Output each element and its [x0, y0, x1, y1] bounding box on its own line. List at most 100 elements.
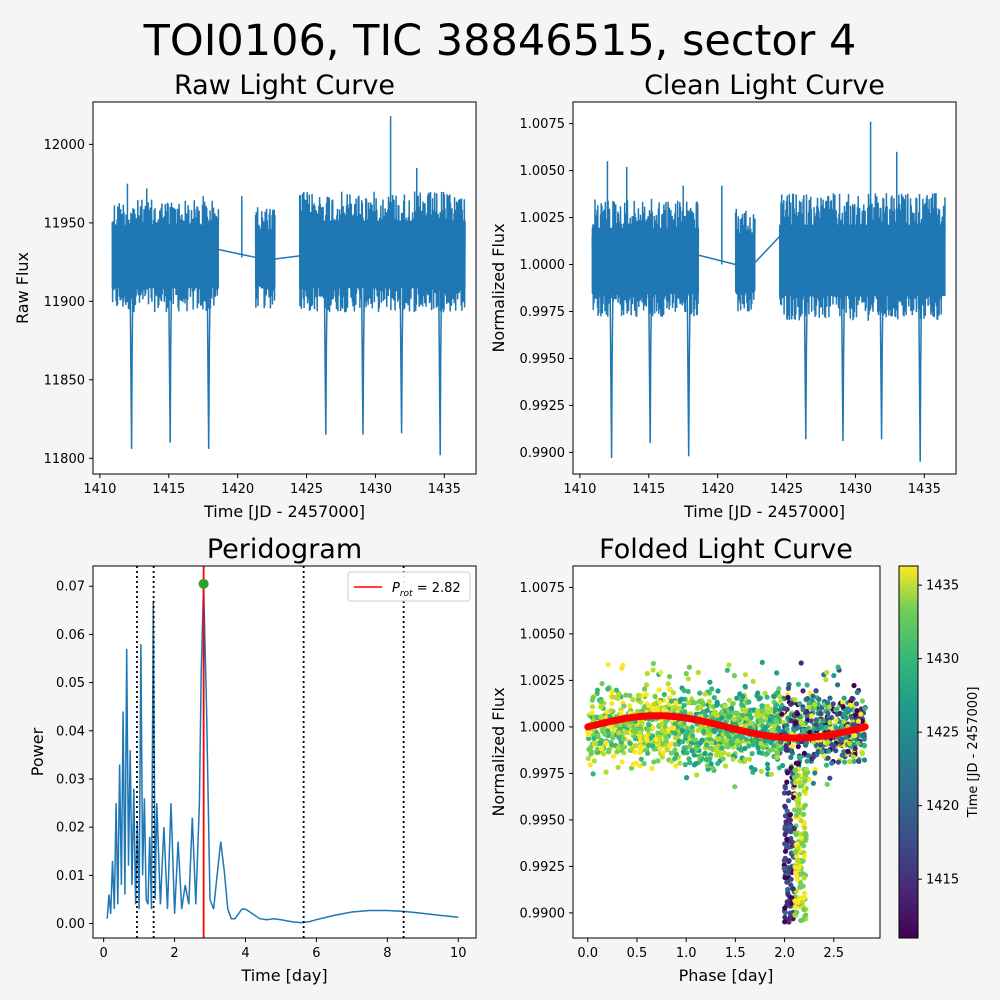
raw-data-layer — [111, 116, 466, 456]
folded-point — [682, 762, 688, 768]
clean-xtick-label: 1420 — [701, 482, 734, 497]
folded-title: Folded Light Curve — [599, 534, 853, 565]
folded-point — [773, 702, 780, 708]
folded-point — [702, 750, 708, 757]
folded-point — [757, 717, 763, 723]
folded-point — [777, 693, 783, 700]
folded-transit-point — [782, 875, 788, 881]
folded-point — [774, 670, 780, 676]
folded-xtick-label: 0.0 — [577, 946, 598, 961]
folded-point — [735, 742, 742, 749]
folded-point — [695, 669, 701, 676]
folded-transit-point — [801, 811, 807, 818]
folded-point — [813, 717, 819, 723]
folded-transit-point — [787, 812, 793, 818]
folded-transit-point — [801, 894, 807, 901]
folded-point — [703, 713, 709, 719]
folded-point — [841, 695, 847, 701]
folded-transit-point — [794, 797, 800, 803]
folded-point — [663, 734, 669, 740]
legend-prot-label: Prot = 2.82 — [392, 581, 461, 599]
folded-point — [646, 702, 652, 709]
folded-point — [725, 744, 731, 750]
folded-point — [742, 683, 748, 689]
folded-point — [630, 728, 636, 734]
legend-prot-value: = 2.82 — [413, 581, 461, 596]
folded-point — [637, 734, 643, 740]
colorbar-tick-label: 1415 — [926, 873, 959, 888]
folded-point — [773, 707, 779, 713]
folded-point — [826, 704, 832, 710]
folded-point — [668, 698, 675, 704]
folded-point — [771, 743, 777, 749]
folded-point — [714, 712, 720, 719]
folded-xtick-label: 1.5 — [725, 946, 746, 961]
periodogram-ytick-label: 0.02 — [56, 821, 85, 836]
folded-point — [746, 756, 753, 762]
folded-point — [630, 761, 636, 768]
periodogram-ylabel: Power — [28, 727, 47, 776]
folded-point — [595, 734, 601, 740]
folded-point — [831, 742, 837, 749]
folded-point — [835, 682, 841, 688]
folded-point — [766, 747, 773, 754]
periodogram-ytick-label: 0.06 — [56, 628, 85, 643]
raw-ytick-label: 11800 — [44, 452, 85, 467]
folded-point — [645, 726, 651, 732]
folded-point — [798, 754, 804, 760]
folded-point — [639, 720, 645, 726]
raw-xtick-label: 1435 — [428, 482, 461, 497]
raw-ticks: 1410 1415 1420 1425 1430 1435 11800 11850 11900 1… — [44, 138, 461, 497]
folded-point — [698, 724, 704, 730]
raw-transit-dip — [360, 257, 366, 435]
folded-point — [843, 734, 849, 740]
folded-point — [692, 700, 698, 706]
periodogram-xtick-label: 8 — [383, 946, 391, 961]
folded-point — [671, 725, 677, 731]
folded-point — [591, 758, 598, 764]
clean-ticks: 1410 1415 1420 1425 1430 1435 0.9900 0.9925 0.99… — [520, 117, 941, 497]
folded-point — [800, 706, 806, 713]
folded-point — [697, 740, 704, 746]
folded-xtick-label: 2.5 — [823, 946, 844, 961]
folded-point — [839, 736, 846, 742]
folded-point — [661, 691, 667, 698]
folded-axes-frame — [572, 565, 881, 939]
raw-transit-dip — [129, 257, 134, 449]
legend-prot-symbol: P — [392, 581, 400, 596]
folded-point — [608, 708, 614, 714]
folded-transit-point — [792, 767, 799, 774]
folded-point — [680, 739, 686, 745]
folded-point — [845, 748, 851, 755]
folded-point — [851, 682, 857, 689]
folded-transit-point — [792, 849, 798, 855]
folded-point — [637, 730, 643, 736]
periodogram-plot-area — [93, 566, 476, 938]
folded-xlabel: Phase [day] — [679, 966, 774, 985]
folded-transit-point — [802, 802, 808, 808]
folded-point — [657, 745, 663, 752]
folded-point — [823, 724, 829, 730]
folded-point — [679, 696, 685, 702]
folded-point — [603, 769, 609, 775]
folded-point — [824, 781, 830, 787]
folded-point — [687, 743, 693, 749]
folded-point — [598, 704, 604, 710]
clean-segment-core — [591, 227, 699, 295]
folded-point — [719, 709, 725, 715]
folded-point — [598, 699, 604, 705]
colorbar-ticks: 1415 1420 1425 1430 1435 — [918, 579, 959, 888]
folded-transit-point — [788, 835, 794, 842]
folded-point — [593, 741, 599, 747]
folded-point — [619, 759, 625, 765]
folded-point — [672, 756, 678, 762]
folded-point — [803, 740, 810, 746]
folded-data-layer — [584, 659, 869, 925]
folded-point — [661, 707, 667, 714]
raw-axes-frame — [92, 101, 477, 475]
clean-transit-dip — [917, 264, 923, 462]
peak-marker — [198, 578, 209, 589]
folded-point — [831, 672, 837, 679]
raw-gap-line — [274, 255, 300, 260]
folded-point — [587, 762, 593, 768]
